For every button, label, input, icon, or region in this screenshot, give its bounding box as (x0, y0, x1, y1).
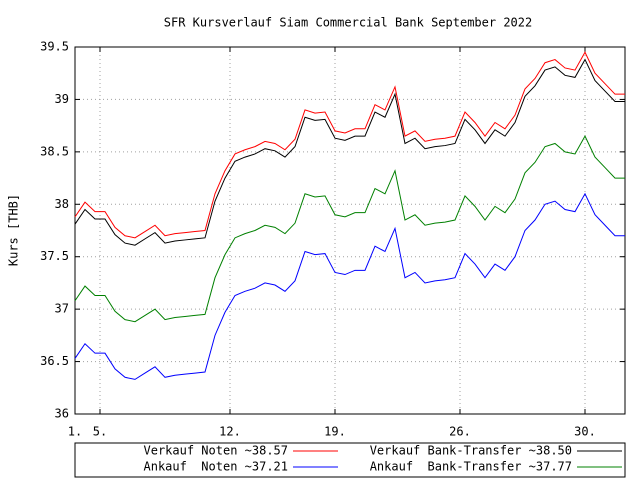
y-axis-label: Kurs [THB] (7, 194, 21, 266)
plot-frame (74, 46, 626, 415)
x-tick-label: 30. (574, 425, 596, 439)
y-tick-label: 37.5 (40, 249, 69, 263)
legend-label: Ankauf Bank-Transfer ~37.77 (370, 460, 572, 474)
y-tick-label: 39 (55, 92, 69, 106)
legend-label: Verkauf Noten ~38.57 (144, 444, 289, 458)
x-tick-label: 26. (449, 425, 471, 439)
y-tick-label: 36 (55, 407, 69, 421)
series-line (74, 135, 625, 323)
series-line (74, 51, 625, 239)
y-tick-label: 38 (55, 197, 69, 211)
legend-box (74, 442, 626, 478)
legend-label: Ankauf Noten ~37.21 (144, 460, 289, 474)
x-tick-label: 19. (324, 425, 346, 439)
series-line (74, 58, 625, 246)
x-tick-label: 12. (219, 425, 241, 439)
chart-title: SFR Kursverlauf Siam Commercial Bank Sep… (164, 16, 532, 30)
series-line (74, 192, 625, 380)
x-tick-label: 5. (93, 425, 107, 439)
y-tick-label: 37 (55, 302, 69, 316)
y-tick-label: 38.5 (40, 144, 69, 158)
x-tick-label: 1. (68, 425, 82, 439)
y-tick-label: 39.5 (40, 40, 69, 54)
legend-label: Verkauf Bank-Transfer ~38.50 (370, 444, 572, 458)
y-tick-label: 36.5 (40, 354, 69, 368)
